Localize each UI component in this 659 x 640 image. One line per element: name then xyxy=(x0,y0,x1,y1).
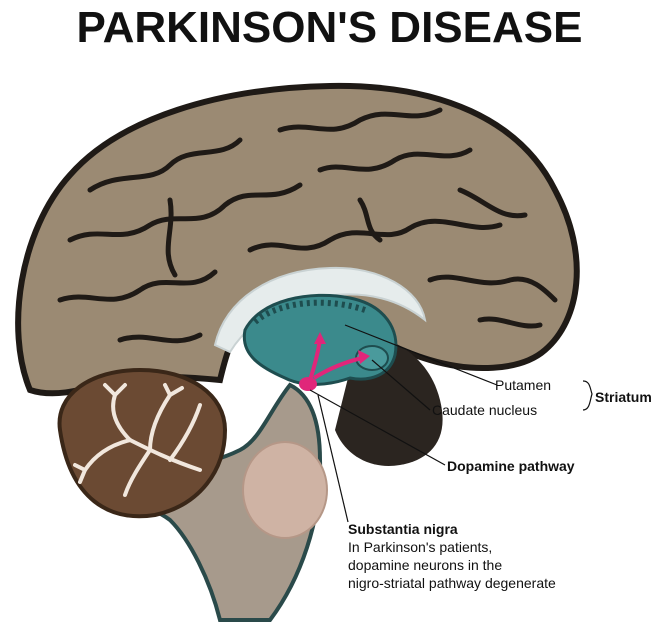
putamen-label: Putamen xyxy=(495,377,551,393)
striatum-label: Striatum xyxy=(595,389,652,405)
description-line-3: nigro-striatal pathway degenerate xyxy=(348,575,556,591)
page-title: PARKINSON'S DISEASE xyxy=(76,3,583,52)
sulci-lines xyxy=(57,107,558,344)
cerebellum xyxy=(57,367,228,519)
description-line-2: dopamine neurons in the xyxy=(348,557,502,573)
cortex-shape xyxy=(15,82,580,397)
cerebrum xyxy=(15,82,580,397)
dopamine-pathway-arrows xyxy=(299,332,370,391)
leader-lines xyxy=(309,324,593,523)
pons xyxy=(242,441,328,539)
arbor-vitae xyxy=(73,383,202,497)
substantia-nigra-label: Substantia nigra xyxy=(348,521,458,537)
dopamine-pathway-label: Dopamine pathway xyxy=(447,458,575,474)
description-line-1: In Parkinson's patients, xyxy=(348,539,492,555)
caudate-nucleus-label: Caudate nucleus xyxy=(432,402,537,418)
